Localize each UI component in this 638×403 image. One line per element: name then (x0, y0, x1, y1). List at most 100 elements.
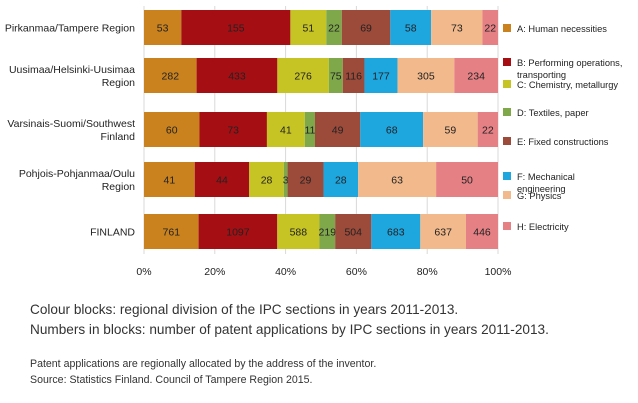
bar-segment (358, 162, 437, 197)
bar-segment (390, 10, 432, 45)
legend-label: A: Human necessities (517, 24, 607, 34)
bar-segment (287, 162, 324, 197)
bar-segment (454, 58, 498, 93)
bars: 53 155 51 22 69 58 73 22 282 433 276 75 116 177 305 234… (144, 10, 498, 249)
x-axis-ticks: 0% 20% 40% 60% 80% 100% (136, 266, 511, 278)
data-label: 28 (261, 175, 273, 187)
x-tick-label: 60% (346, 266, 367, 278)
x-tick-label: 80% (417, 266, 438, 278)
legend-label: D: Textiles, paper (517, 108, 589, 118)
legend-label: E: Fixed constructions (517, 137, 609, 147)
x-tick-label: 100% (485, 266, 512, 278)
bar-segment (144, 162, 195, 197)
data-label: 29 (300, 175, 312, 187)
data-label: 588 (290, 227, 308, 239)
bar-segment (436, 162, 498, 197)
data-label: 41 (280, 125, 292, 137)
legend-swatch (503, 172, 511, 180)
bar-segment (144, 214, 199, 249)
data-label: 177 (372, 71, 390, 83)
data-label: 276 (294, 71, 312, 83)
bar-segment (342, 58, 365, 93)
data-label: 73 (227, 125, 239, 137)
bar-segment (144, 58, 197, 93)
legend: A: Human necessities B: Performing operat… (503, 24, 622, 232)
bar-segment (420, 214, 467, 249)
data-label: 58 (405, 23, 417, 35)
bar-segment (482, 10, 498, 45)
bar-segment (466, 214, 498, 249)
legend-label: F: Mechanical engineering (517, 172, 575, 194)
category-label: Pirkanmaa/Tampere Region (5, 23, 135, 35)
bar-segment (341, 10, 391, 45)
data-label: 44 (216, 175, 228, 187)
data-label: 761 (163, 227, 181, 239)
data-label: 234 (467, 71, 485, 83)
data-label: 22 (328, 23, 340, 35)
x-tick-label: 0% (136, 266, 151, 278)
data-label: 22 (484, 23, 496, 35)
data-label: 68 (386, 125, 398, 137)
bar-segment (181, 10, 291, 45)
bar-segment (277, 58, 329, 93)
category-labels: Pirkanmaa/Tampere Region Uusimaa/Helsinki… (5, 23, 136, 239)
legend-swatch (503, 222, 511, 230)
bar-segment (335, 214, 372, 249)
data-label: 49 (332, 125, 344, 137)
bar-segment (397, 58, 455, 93)
bar-segment (266, 112, 305, 147)
data-label: 41 (164, 175, 176, 187)
bar-segment (283, 162, 288, 197)
legend-swatch (503, 108, 511, 116)
data-label: 3 (283, 175, 289, 187)
bar-segment (199, 112, 267, 147)
legend-swatch (503, 137, 511, 145)
data-label: 69 (360, 23, 372, 35)
data-label: 219 (319, 227, 337, 239)
bar-segment (144, 10, 182, 45)
bar-segment (431, 10, 483, 45)
data-label: 59 (445, 125, 457, 137)
bar-segment (304, 112, 315, 147)
data-label: 683 (387, 227, 405, 239)
bar-segment (277, 214, 320, 249)
data-label: 446 (473, 227, 491, 239)
bar-segment (323, 162, 359, 197)
legend-swatch (503, 191, 511, 199)
bar-segment (364, 58, 398, 93)
bar-segment (290, 10, 327, 45)
category-label: Varsinais-Suomi/Southwest Finland (7, 118, 135, 143)
legend-label: C: Chemistry, metallurgy (517, 80, 618, 90)
bar-segment (198, 214, 278, 249)
bar-segment (144, 112, 200, 147)
category-label: Pohjois-Pohjanmaa/Oulu Region (19, 168, 135, 193)
data-label: 155 (227, 23, 245, 35)
data-label: 1097 (226, 227, 250, 239)
data-label: 75 (330, 71, 342, 83)
data-label: 50 (461, 175, 473, 187)
data-label: 22 (482, 125, 494, 137)
category-label: Uusimaa/Helsinki-Uusimaa Region (9, 64, 135, 89)
bar-segment (360, 112, 424, 147)
data-label: 53 (157, 23, 169, 35)
data-label: 60 (166, 125, 178, 137)
data-label: 504 (344, 227, 362, 239)
x-tick-label: 20% (204, 266, 225, 278)
data-label: 116 (345, 71, 362, 83)
bar-segment (328, 58, 343, 93)
legend-swatch (503, 24, 511, 32)
legend-label: B: Performing operations, transporting (517, 58, 622, 80)
bar-segment (194, 162, 250, 197)
bar-segment (371, 214, 421, 249)
category-label: FINLAND (90, 227, 135, 239)
legend-label: H: Electricity (517, 222, 569, 232)
legend-swatch (503, 80, 511, 88)
x-tick-label: 40% (275, 266, 296, 278)
bar-segment (326, 10, 342, 45)
data-label: 73 (451, 23, 463, 35)
bar-segment (314, 112, 361, 147)
data-label: 433 (228, 71, 246, 83)
bar-segment (196, 58, 278, 93)
bar-segment (423, 112, 478, 147)
